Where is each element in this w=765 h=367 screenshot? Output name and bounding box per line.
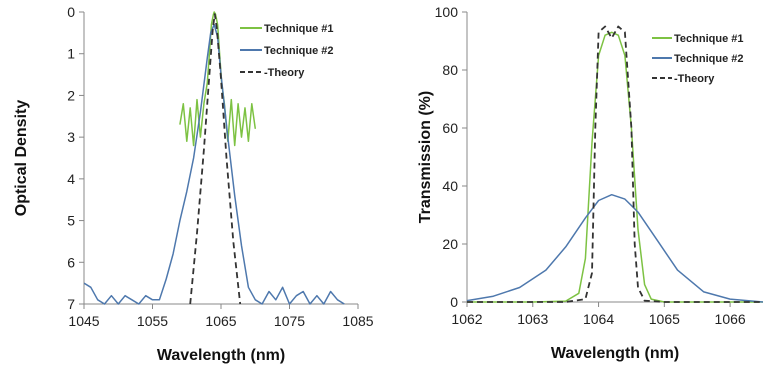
- series-line-theory: [190, 14, 240, 304]
- x-tick-label: 1085: [342, 313, 373, 329]
- y-tick-label: 40: [442, 178, 458, 194]
- series-line-technique-1: [467, 32, 763, 302]
- legend-label: Technique #1: [674, 33, 743, 45]
- series-line-technique-2: [467, 195, 763, 302]
- legend-label: -Theory: [674, 73, 715, 85]
- y-tick-label: 100: [435, 4, 459, 20]
- transmission-chart: 1062 1063 1064 1065 1066 0 20 40 60 80 100 Waveleng…: [417, 4, 763, 362]
- x-tick-label: 1045: [68, 313, 99, 329]
- y-tick-label: 80: [442, 62, 458, 78]
- x-tick-label: 1066: [715, 311, 746, 327]
- legend-label: Technique #1: [264, 23, 333, 35]
- y-tick-label: 6: [67, 254, 75, 270]
- legend: Technique #1 Technique #2 -Theory: [652, 33, 743, 85]
- y-tick-label: 60: [442, 120, 458, 136]
- legend-label: -Theory: [264, 67, 305, 79]
- x-tick-label: 1064: [583, 311, 614, 327]
- y-tick-label: 7: [67, 296, 75, 312]
- x-tick-label: 1075: [274, 313, 305, 329]
- y-tick-label: 20: [442, 236, 458, 252]
- y-tick-label: 1: [67, 46, 75, 62]
- x-tick-label: 1063: [517, 311, 548, 327]
- series-line-technique-1: [180, 12, 255, 146]
- legend-label: Technique #2: [264, 45, 333, 57]
- y-tick-label: 4: [67, 171, 75, 187]
- series-line-theory: [467, 27, 763, 303]
- x-tick-label: 1055: [137, 313, 168, 329]
- legend-label: Technique #2: [674, 53, 743, 65]
- y-tick-label: 2: [67, 87, 75, 103]
- series-line-technique-2: [84, 25, 344, 305]
- x-tick-label: 1065: [205, 313, 236, 329]
- legend: Technique #1 Technique #2 -Theory: [240, 23, 333, 79]
- y-axis-title: Transmission (%): [417, 91, 434, 223]
- y-axis-title: Optical Density: [13, 100, 30, 217]
- y-tick-label: 0: [450, 294, 458, 310]
- y-tick-label: 3: [67, 129, 75, 145]
- x-tick-label: 1065: [649, 311, 680, 327]
- x-tick-label: 1062: [451, 311, 482, 327]
- y-tick-label: 0: [67, 4, 75, 20]
- optical-density-chart: 1045 1055 1065 1075 1085 0 1 2 3 4 5 6 7 Wavelength (…: [13, 4, 374, 364]
- y-tick-label: 5: [67, 213, 75, 229]
- x-axis-title: Wavelength (nm): [157, 347, 285, 364]
- x-axis-title: Wavelength (nm): [551, 345, 679, 362]
